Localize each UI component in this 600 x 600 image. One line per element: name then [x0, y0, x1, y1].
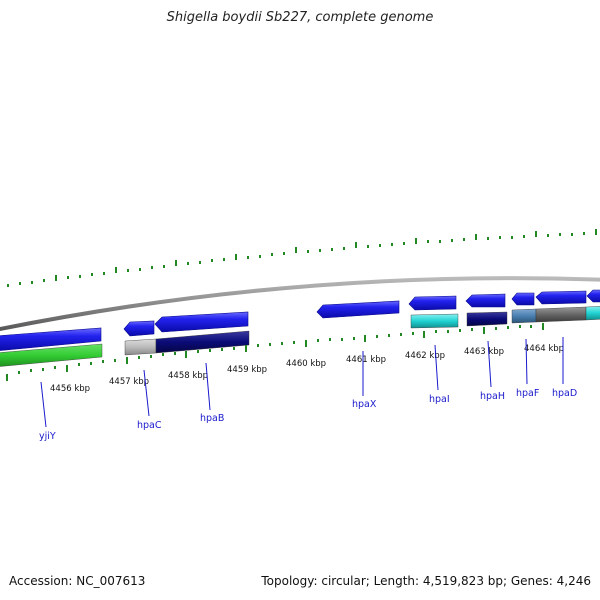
cog-block	[535, 306, 587, 323]
scale-label: 4461 kbp	[346, 355, 386, 365]
cog-block	[124, 338, 157, 356]
gene-arrow	[586, 289, 600, 303]
gene-arrow	[511, 292, 535, 306]
scale-label: 4457 kbp	[109, 377, 149, 387]
gene-label-hpaC: hpaC	[137, 420, 162, 431]
cog-block	[466, 311, 508, 327]
cog-block	[511, 308, 537, 324]
gene-labels: yjiY hpaC hpaB hpaX hpaI hpaH hpaF hpaD	[39, 388, 577, 442]
gene-callout-lines	[40, 337, 564, 428]
outer-tick-ring	[7, 229, 597, 287]
gene-label-hpaF: hpaF	[516, 388, 539, 399]
gene-label-yjiY: yjiY	[39, 431, 56, 442]
gene-arrow	[123, 320, 155, 337]
gene-arrow	[154, 311, 249, 333]
gene-track-upper	[0, 289, 600, 351]
scale-label: 4463 kbp	[464, 347, 504, 357]
cog-block	[585, 306, 600, 321]
gene-arrow	[535, 290, 587, 305]
gene-arrow	[408, 295, 457, 311]
gene-arrow	[465, 293, 506, 308]
cog-block	[155, 330, 250, 354]
gene-label-hpaB: hpaB	[200, 413, 224, 424]
gene-label-hpaI: hpaI	[429, 394, 450, 405]
cog-block	[0, 343, 103, 367]
scale-label: 4462 kbp	[405, 351, 445, 361]
inner-scale-ticks	[6, 323, 544, 381]
scale-label: 4456 kbp	[50, 384, 90, 394]
cog-block	[410, 313, 459, 329]
gene-label-hpaX: hpaX	[352, 399, 377, 410]
scale-label: 4459 kbp	[227, 365, 267, 375]
accession-label: Accession: NC_007613	[9, 574, 146, 588]
genome-backbone	[0, 276, 600, 332]
scale-label: 4464 kbp	[524, 344, 564, 354]
cog-track-lower	[0, 306, 600, 367]
genome-summary: Topology: circular; Length: 4,519,823 bp…	[261, 574, 591, 588]
scale-labels: 4456 kbp 4457 kbp 4458 kbp 4459 kbp 4460…	[50, 344, 564, 394]
scale-label: 4460 kbp	[286, 359, 326, 369]
gene-label-hpaD: hpaD	[552, 388, 577, 399]
scale-label: 4458 kbp	[168, 371, 208, 381]
gene-label-hpaH: hpaH	[480, 391, 505, 402]
map-title: Shigella boydii Sb227, complete genome	[166, 10, 434, 25]
gene-arrow	[316, 300, 400, 319]
gene-arrow	[0, 327, 102, 351]
